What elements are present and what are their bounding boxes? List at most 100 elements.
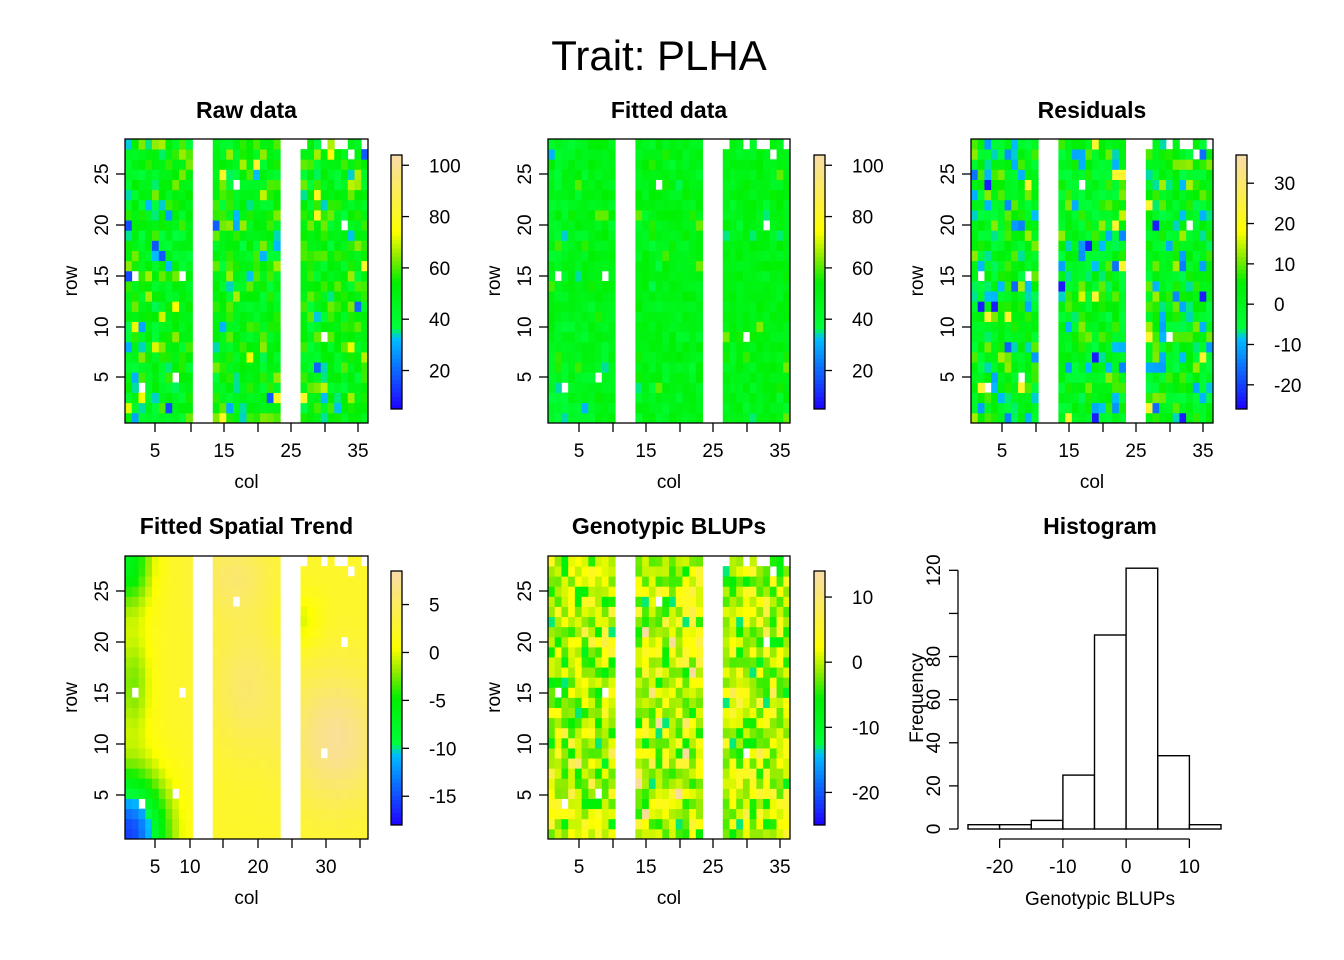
colorbar-swatch <box>391 727 402 733</box>
heatmap-cell <box>273 321 281 333</box>
heatmap-cell <box>588 616 596 628</box>
heatmap-cell <box>314 636 322 648</box>
heatmap-cell <box>648 616 656 628</box>
heatmap-cell <box>125 727 133 739</box>
heatmap-cell <box>165 748 173 759</box>
colorbar-swatch <box>1236 248 1247 253</box>
heatmap-cell <box>1186 189 1194 201</box>
heatmap-cell <box>554 636 562 648</box>
heatmap-cell <box>574 169 583 180</box>
heatmap-cell <box>260 402 268 414</box>
heatmap-cell <box>361 586 369 597</box>
heatmap-cell <box>1105 352 1113 363</box>
heatmap-cell <box>219 677 227 688</box>
heatmap-cell <box>1206 281 1214 292</box>
heatmap-cell <box>682 717 690 729</box>
heatmap-cell <box>682 727 690 739</box>
heatmap-cell <box>320 230 328 241</box>
heatmap-cell <box>327 240 335 251</box>
heatmap-cell <box>689 748 697 759</box>
heatmap-cell <box>212 657 220 668</box>
heatmap-cell <box>347 392 355 404</box>
heatmap-cell <box>695 646 704 658</box>
heatmap-cell <box>158 321 166 333</box>
heatmap-cell <box>361 616 369 628</box>
heatmap-cell <box>1085 281 1093 292</box>
heatmap-cell <box>246 291 254 302</box>
heatmap-cell <box>179 159 187 170</box>
heatmap-cell <box>977 149 985 160</box>
heatmap-cell <box>1092 382 1100 393</box>
heatmap-cell <box>997 199 1006 211</box>
heatmap-cell <box>561 828 569 840</box>
heatmap-cell <box>131 626 139 638</box>
heatmap-cell <box>219 616 227 628</box>
heatmap-cell <box>152 392 160 404</box>
heatmap-cell <box>642 707 650 719</box>
heatmap-cell <box>1159 281 1167 292</box>
heatmap-cell <box>1192 321 1200 333</box>
heatmap-cell <box>327 301 335 312</box>
heatmap-cell <box>138 240 146 251</box>
heatmap-cell <box>736 646 744 658</box>
colorbar-swatch <box>391 349 402 355</box>
heatmap-cell <box>769 189 777 201</box>
heatmap-cell <box>971 382 979 393</box>
heatmap-cell <box>158 189 166 201</box>
heatmap-cell <box>138 179 146 191</box>
heatmap-cell <box>561 697 569 709</box>
heatmap-cell <box>1065 139 1073 150</box>
heatmap-cell <box>253 616 261 628</box>
heatmap-cell <box>347 412 355 424</box>
heatmap-cell <box>756 230 764 241</box>
heatmap-cell <box>682 199 690 211</box>
heatmap-cell <box>1118 341 1127 353</box>
heatmap-cell <box>341 260 349 272</box>
heatmap-cell <box>179 199 187 211</box>
heatmap-cell <box>736 687 744 698</box>
heatmap-cell <box>172 159 180 170</box>
heatmap-cell <box>179 301 187 312</box>
heatmap-cell <box>601 576 609 587</box>
heatmap-cell <box>601 717 609 729</box>
heatmap-cell <box>1192 230 1200 241</box>
heatmap-cell <box>246 636 254 648</box>
colorbar-swatch <box>391 740 402 746</box>
heatmap-cell <box>327 737 335 749</box>
heatmap-cell <box>568 372 576 383</box>
y-tick-label: 15 <box>92 682 113 703</box>
heatmap-cell <box>266 768 274 779</box>
heatmap-cell <box>769 270 777 282</box>
heatmap-cell <box>158 808 166 820</box>
heatmap-cell <box>253 768 261 779</box>
heatmap-cell <box>675 321 683 333</box>
heatmap-cell <box>334 240 342 251</box>
heatmap-cell <box>152 189 160 201</box>
heatmap-cell <box>239 768 247 779</box>
heatmap-cell <box>574 556 583 567</box>
heatmap-cell <box>1092 149 1100 160</box>
heatmap-cell <box>568 331 576 343</box>
heatmap-cell <box>145 778 153 789</box>
heatmap-cell <box>361 372 369 383</box>
heatmap-cell <box>1031 159 1039 170</box>
heatmap-cell <box>1071 159 1079 170</box>
heatmap-cell <box>742 657 751 668</box>
heatmap-cell <box>334 250 342 262</box>
heatmap-cell <box>219 626 227 638</box>
heatmap-cell <box>125 576 133 587</box>
heatmap-cell <box>327 362 335 373</box>
colorbar-swatch <box>391 698 402 703</box>
heatmap-cell <box>581 169 589 180</box>
heatmap-cell <box>314 596 322 607</box>
heatmap-cell <box>736 556 744 567</box>
heatmap-cell <box>581 717 589 729</box>
heatmap-cell <box>354 717 362 729</box>
heatmap-cell <box>669 341 677 353</box>
heatmap-cell <box>179 566 187 577</box>
heatmap-cell <box>1078 260 1086 272</box>
heatmap-cell <box>1179 341 1187 353</box>
heatmap-cell <box>608 412 616 424</box>
heatmap-cell <box>179 392 187 404</box>
heatmap-cell <box>742 758 751 769</box>
